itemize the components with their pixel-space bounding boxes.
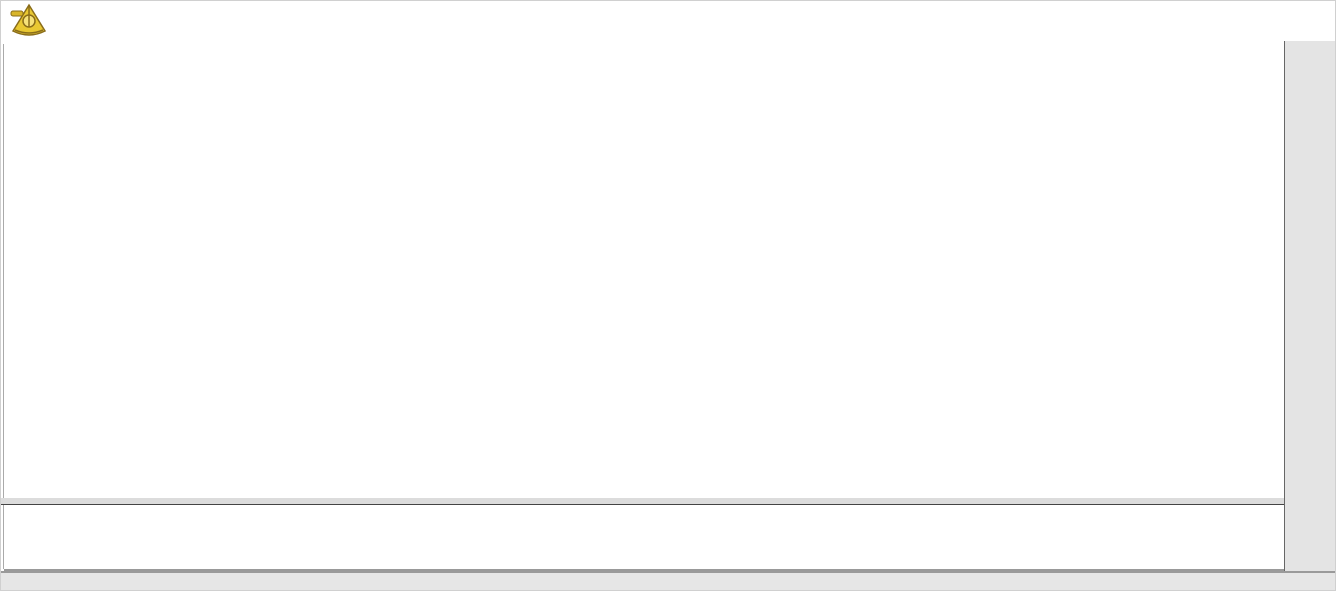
date-scale[interactable] (1, 571, 1335, 590)
price-scale[interactable] (1284, 41, 1335, 571)
stoch-panel-top-border (1, 504, 1284, 505)
last-price-badge (1285, 168, 1331, 181)
stoch-panel-bottom-border (4, 569, 1284, 571)
genesis-sextant-logo-icon (7, 1, 51, 41)
chart-left-border (3, 44, 4, 569)
panel-separator[interactable] (1, 498, 1284, 504)
stoch-value-badge (1285, 507, 1325, 520)
